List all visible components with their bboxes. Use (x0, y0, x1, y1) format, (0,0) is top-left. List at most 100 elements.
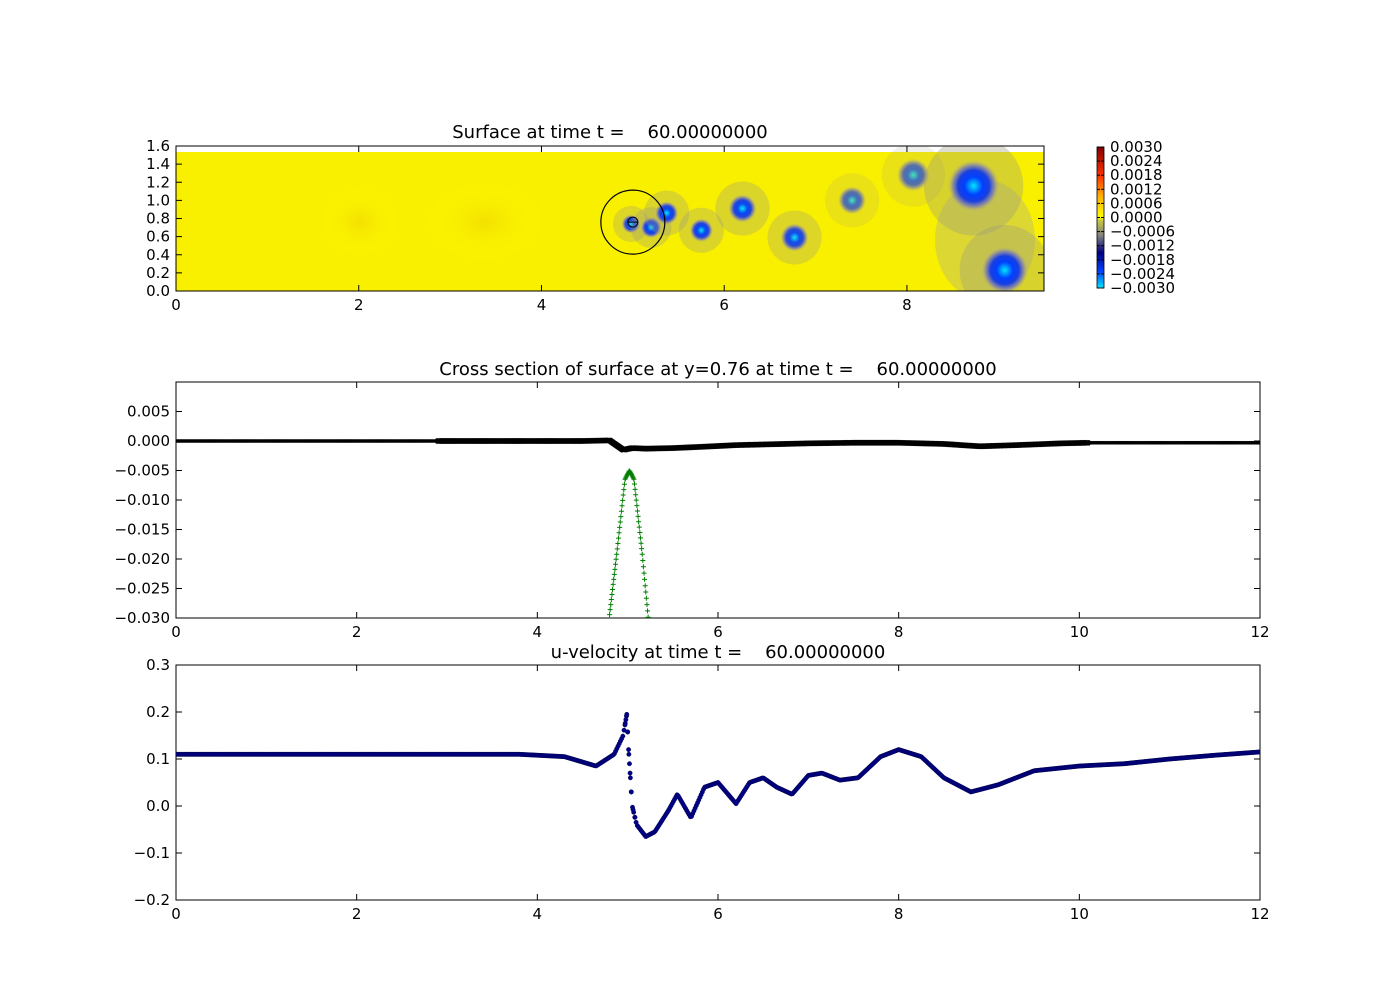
depression-spot (654, 201, 679, 225)
y-tick-label: −0.015 (114, 521, 170, 539)
colorbar-ticks: 0.00300.00240.00180.00120.00060.0000−0.0… (1097, 138, 1175, 297)
u-velocity-point (630, 807, 636, 813)
bathymetry-point (637, 529, 643, 535)
y-tick-label: 1.0 (146, 191, 170, 209)
depression-spot (837, 186, 867, 215)
colorbar-tick-label: 0.0030 (1110, 138, 1163, 156)
bathymetry-point (607, 607, 613, 613)
x-tick-label: 0 (171, 905, 181, 923)
bathymetry-point (642, 583, 648, 589)
colorbar-tick-label: 0.0018 (1110, 166, 1163, 184)
bathymetry-point (639, 546, 645, 552)
bathymetry-point (618, 508, 624, 514)
x-tick-label: 0 (171, 623, 181, 641)
x-tick-label: 10 (1070, 623, 1089, 641)
depression-spot (689, 218, 714, 243)
bathymetry-point (637, 535, 643, 541)
bathymetry-point (607, 612, 613, 618)
y-tick-label: 0.1 (146, 750, 170, 768)
u-velocity-point (627, 775, 633, 781)
y-tick-label: 1.2 (146, 173, 170, 191)
marker-circle-layer (600, 189, 666, 255)
y-tick-label: 0.8 (146, 210, 170, 228)
colorbar-tick-label: 0.0006 (1110, 194, 1163, 212)
bathymetry-point (620, 497, 626, 503)
bathymetry-point (606, 622, 611, 627)
x-tick-label: 6 (713, 905, 723, 923)
depression-spot (728, 194, 757, 223)
u-velocity-plot (176, 711, 1260, 839)
y-tick-label: 0.4 (146, 246, 170, 264)
y-tick-label: −0.1 (134, 844, 170, 862)
colorbar-tick-label: −0.0018 (1110, 251, 1175, 269)
series-u-velocity (176, 711, 1260, 839)
x-tick-label: 10 (1070, 905, 1089, 923)
bathymetry-point (634, 503, 640, 509)
bathymetry-point (620, 492, 626, 498)
colorbar-tick-label: 0.0024 (1110, 152, 1163, 170)
u-velocity-point (628, 789, 634, 795)
heatmap-soft-region-1 (320, 187, 400, 257)
u-velocity-point (620, 733, 626, 739)
heatmap-soft-region-2 (425, 182, 545, 262)
bathymetry-point (612, 566, 618, 572)
colorbar-tick-label: 0.0012 (1110, 180, 1163, 198)
bathymetry-point (616, 530, 622, 536)
bathymetry-point (631, 476, 637, 482)
depression-spot (621, 214, 641, 234)
bathymetry-point (633, 497, 639, 503)
y-tick-label: 0.2 (146, 264, 170, 282)
depression-spot (947, 159, 1000, 213)
depression-spot (896, 158, 930, 192)
surface-heatmap-panel: Surface at time t = 60.00000000 0 2 4 6 8 0.0… (146, 122, 1175, 314)
colorbar-tick-label: 0.0000 (1110, 209, 1163, 227)
bathymetry-point (640, 564, 646, 570)
y-tick-label: 0.2 (146, 703, 170, 721)
bathymetry-point (634, 508, 640, 514)
bathymetry-point (643, 589, 649, 595)
bathymetry-point (645, 614, 651, 618)
colorbar-tick-label: −0.0006 (1110, 223, 1175, 241)
depression-spot (640, 216, 662, 239)
x-tick-label: 0 (171, 296, 181, 314)
depression-spot (980, 246, 1029, 291)
u-velocity-point (1257, 749, 1260, 755)
bathymetry-point (632, 481, 638, 487)
bathymetry-point (605, 627, 610, 632)
colorbar-tick-label: −0.0024 (1110, 265, 1175, 283)
u-velocity-point (625, 729, 631, 735)
y-tick-label: 0.000 (127, 432, 170, 450)
bathymetry-point (646, 621, 651, 626)
u-velocity-point (627, 761, 632, 767)
colorbar-tick-label: −0.0030 (1110, 279, 1175, 297)
y-tick-label: −0.010 (114, 491, 170, 509)
u-velocity-point (626, 747, 631, 752)
cross-section-panel: Cross section of surface at y=0.76 at ti… (114, 359, 1269, 641)
y-tick-label: −0.005 (114, 462, 170, 480)
x-tick-label: 6 (713, 623, 723, 641)
y-tick-label: 0.3 (146, 656, 170, 674)
bathymetry-point (611, 576, 617, 582)
y-tick-label: 1.4 (146, 155, 170, 173)
bathymetry-point (609, 592, 615, 598)
bathymetry-point (615, 541, 621, 547)
u-velocity-point (627, 770, 633, 776)
u-velocity-panel: u-velocity at time t = 60.00000000 0 2 4 6 8… (134, 642, 1270, 923)
bathymetry-point (630, 475, 636, 481)
bathymetry-point (640, 557, 646, 563)
series-bathymetry (605, 468, 652, 632)
y-tick-label: 0.005 (127, 403, 170, 421)
y-tick-label: 0.0 (146, 797, 170, 815)
bathymetry-point (645, 608, 651, 614)
x-tick-label: 2 (352, 905, 362, 923)
x-tick-label: 12 (1250, 623, 1269, 641)
bathymetry-point (617, 524, 623, 530)
bathymetry-point (613, 561, 619, 567)
bathymetry-point (642, 576, 648, 582)
bathymetry-point (621, 487, 627, 493)
x-tick-label: 12 (1250, 905, 1269, 923)
bathymetry-point (647, 627, 652, 632)
u-velocity-point (626, 751, 632, 757)
cross-section-title: Cross section of surface at y=0.76 at ti… (439, 359, 996, 380)
bathymetry-point (611, 571, 617, 577)
